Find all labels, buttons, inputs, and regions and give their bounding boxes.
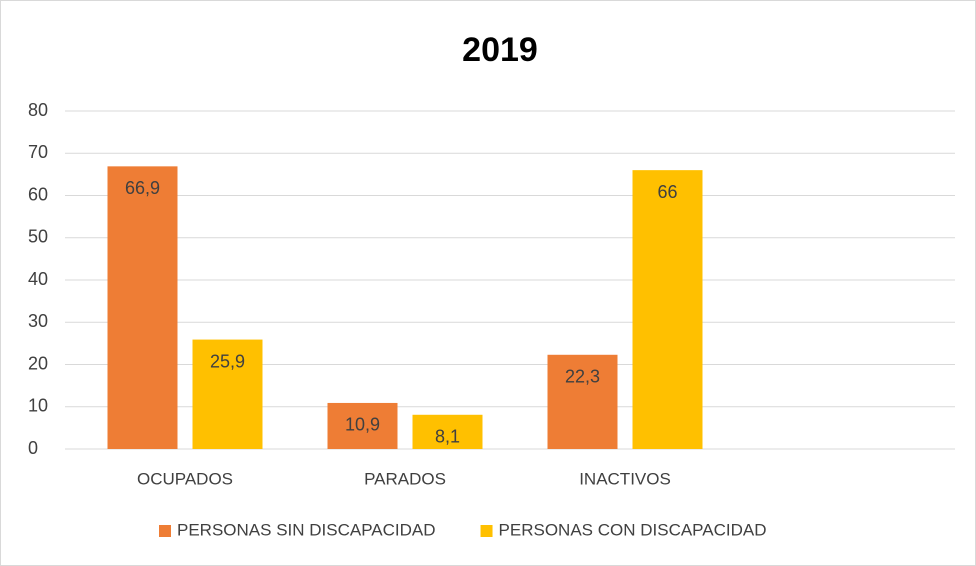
- y-tick-label: 80: [28, 100, 48, 120]
- data-label: 22,3: [565, 367, 600, 387]
- x-tick-label: INACTIVOS: [579, 469, 671, 488]
- legend-swatch: [480, 525, 493, 537]
- y-tick-label: 10: [28, 396, 48, 416]
- y-tick-label: 20: [28, 353, 48, 373]
- data-label: 10,9: [345, 415, 380, 435]
- y-tick-label: 30: [28, 311, 48, 331]
- bar: [632, 170, 703, 449]
- data-label: 8,1: [435, 427, 460, 447]
- bar: [412, 414, 483, 449]
- bar: [192, 339, 263, 449]
- legend-label: PERSONAS SIN DISCAPACIDAD: [177, 520, 436, 539]
- legend-label: PERSONAS CON DISCAPACIDAD: [499, 520, 767, 539]
- x-tick-label: OCUPADOS: [137, 469, 233, 488]
- bar: [327, 402, 398, 449]
- data-label: 66,9: [125, 178, 160, 198]
- data-label: 25,9: [210, 351, 245, 371]
- y-tick-label: 0: [28, 438, 38, 458]
- y-tick-label: 40: [28, 269, 48, 289]
- y-tick-label: 60: [28, 184, 48, 204]
- x-tick-label: PARADOS: [364, 469, 446, 488]
- bar: [547, 354, 618, 449]
- bar: [107, 166, 178, 449]
- legend-swatch: [159, 525, 171, 537]
- y-tick-label: 50: [28, 227, 48, 247]
- y-tick-label: 70: [28, 142, 48, 162]
- data-label: 66: [657, 182, 677, 202]
- chart-title: 2019: [462, 31, 538, 69]
